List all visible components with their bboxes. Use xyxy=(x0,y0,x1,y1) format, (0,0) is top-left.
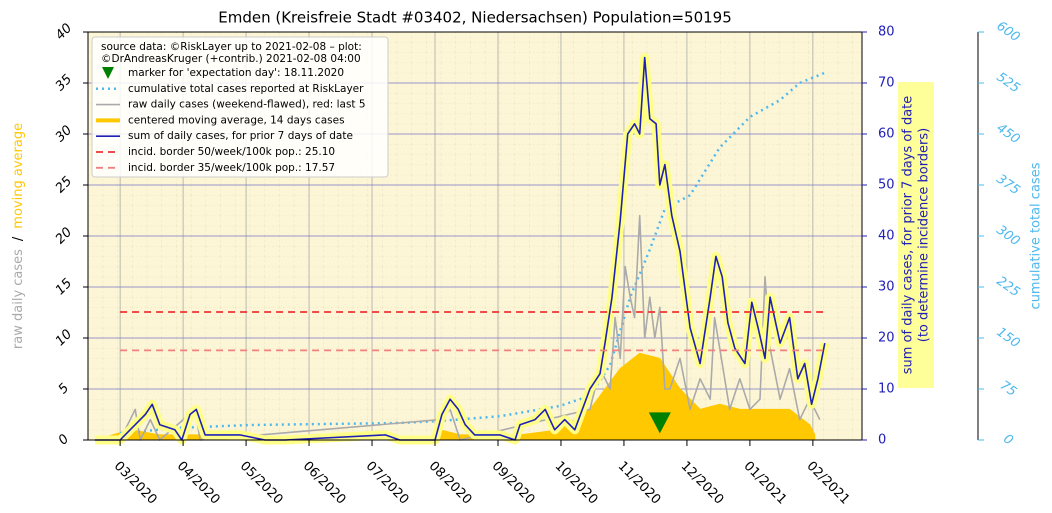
legend-label: cumulative total cases reported at RiskL… xyxy=(128,83,364,95)
y-tick-label: 10 xyxy=(53,327,75,349)
y2-tick-label: 60 xyxy=(878,127,895,142)
y-tick-label: 25 xyxy=(53,174,75,196)
y-tick-label: 0 xyxy=(56,432,72,448)
x-tick-label: 07/2020 xyxy=(363,459,412,508)
expectation-marker xyxy=(648,412,671,434)
y-axis-label: raw daily cases / moving average xyxy=(11,123,26,349)
y3-tick-label: 375 xyxy=(994,172,1023,199)
legend-label: raw daily cases (weekend-flawed), red: l… xyxy=(128,99,366,111)
x-tick-label: 01/2021 xyxy=(741,459,790,508)
legend-title: source data: ©RiskLayer up to 2021-02-08… xyxy=(101,41,362,53)
y3-tick-label: 0 xyxy=(1000,431,1015,448)
chart-title: Emden (Kreisfreie Stadt #03402, Niedersa… xyxy=(218,9,732,27)
x-tick-label: 09/2020 xyxy=(489,459,538,508)
y2-tick-label: 70 xyxy=(878,76,895,91)
y2-tick-label: 0 xyxy=(878,433,886,448)
y-tick-label: 20 xyxy=(53,225,75,247)
legend-box xyxy=(91,36,389,178)
y-tick-label: 30 xyxy=(53,123,75,145)
y2-axis-label: (to determine incidence borders) xyxy=(917,128,932,343)
line xyxy=(94,56,826,441)
y3-tick-label: 75 xyxy=(997,378,1019,400)
x-tick-label: 11/2020 xyxy=(615,459,664,508)
legend-label: incid. border 35/week/100k pop.: 17.57 xyxy=(128,162,335,174)
x-tick-label: 05/2020 xyxy=(237,459,286,508)
x-tick-label: 02/2021 xyxy=(804,459,853,508)
legend-title: ©DrAndreasKruger (+contrib.) 2021-02-08 … xyxy=(101,53,361,65)
y3-tick-label: 525 xyxy=(994,70,1023,97)
x-tick-label: 12/2020 xyxy=(678,459,727,508)
x-tick-label: 04/2020 xyxy=(174,459,223,508)
y3-axis-label: cumulative total cases xyxy=(1029,162,1044,309)
y-label-part: raw daily cases xyxy=(11,249,26,349)
x-tick-label: 08/2020 xyxy=(426,459,475,508)
y-label-part: / xyxy=(11,236,26,241)
y2-tick-label: 20 xyxy=(878,331,895,346)
line xyxy=(119,214,821,441)
legend-label: sum of daily cases, for prior 7 days of … xyxy=(128,130,353,142)
y-tick-label: 35 xyxy=(53,72,75,94)
data xyxy=(94,53,830,445)
y2-tick-label: 30 xyxy=(878,280,895,295)
y2-tick-label: 40 xyxy=(878,229,895,244)
x-tick-label: 06/2020 xyxy=(300,459,349,508)
y2-tick-label: 50 xyxy=(878,178,895,193)
y2-axis-label: sum of daily cases, for prior 7 days of … xyxy=(901,96,916,375)
legend: source data: ©RiskLayer up to 2021-02-08… xyxy=(91,36,389,178)
legend-label: centered moving average, 14 days cases xyxy=(128,114,345,126)
y2-label-box xyxy=(898,82,934,388)
y3-tick-label: 300 xyxy=(994,223,1023,250)
y3-tick-label: 225 xyxy=(994,274,1023,301)
y2-tick-label: 80 xyxy=(878,25,895,40)
legend-label: marker for 'expectation day': 18.11.2020 xyxy=(128,67,344,79)
x-tick-label: 03/2020 xyxy=(111,459,160,508)
y-tick-label: 40 xyxy=(53,21,75,43)
y3-tick-label: 600 xyxy=(994,19,1023,46)
y-tick-label: 15 xyxy=(53,276,75,298)
legend-label: incid. border 50/week/100k pop.: 25.10 xyxy=(128,146,335,158)
y2-tick-label: 10 xyxy=(878,382,895,397)
y3-tick-label: 450 xyxy=(994,121,1023,148)
x-tick-label: 10/2020 xyxy=(552,459,601,508)
legend-marker xyxy=(102,67,114,79)
y3-tick-label: 150 xyxy=(994,325,1023,352)
y-label-part: moving average xyxy=(11,123,26,229)
y-tick-label: 5 xyxy=(56,381,72,397)
